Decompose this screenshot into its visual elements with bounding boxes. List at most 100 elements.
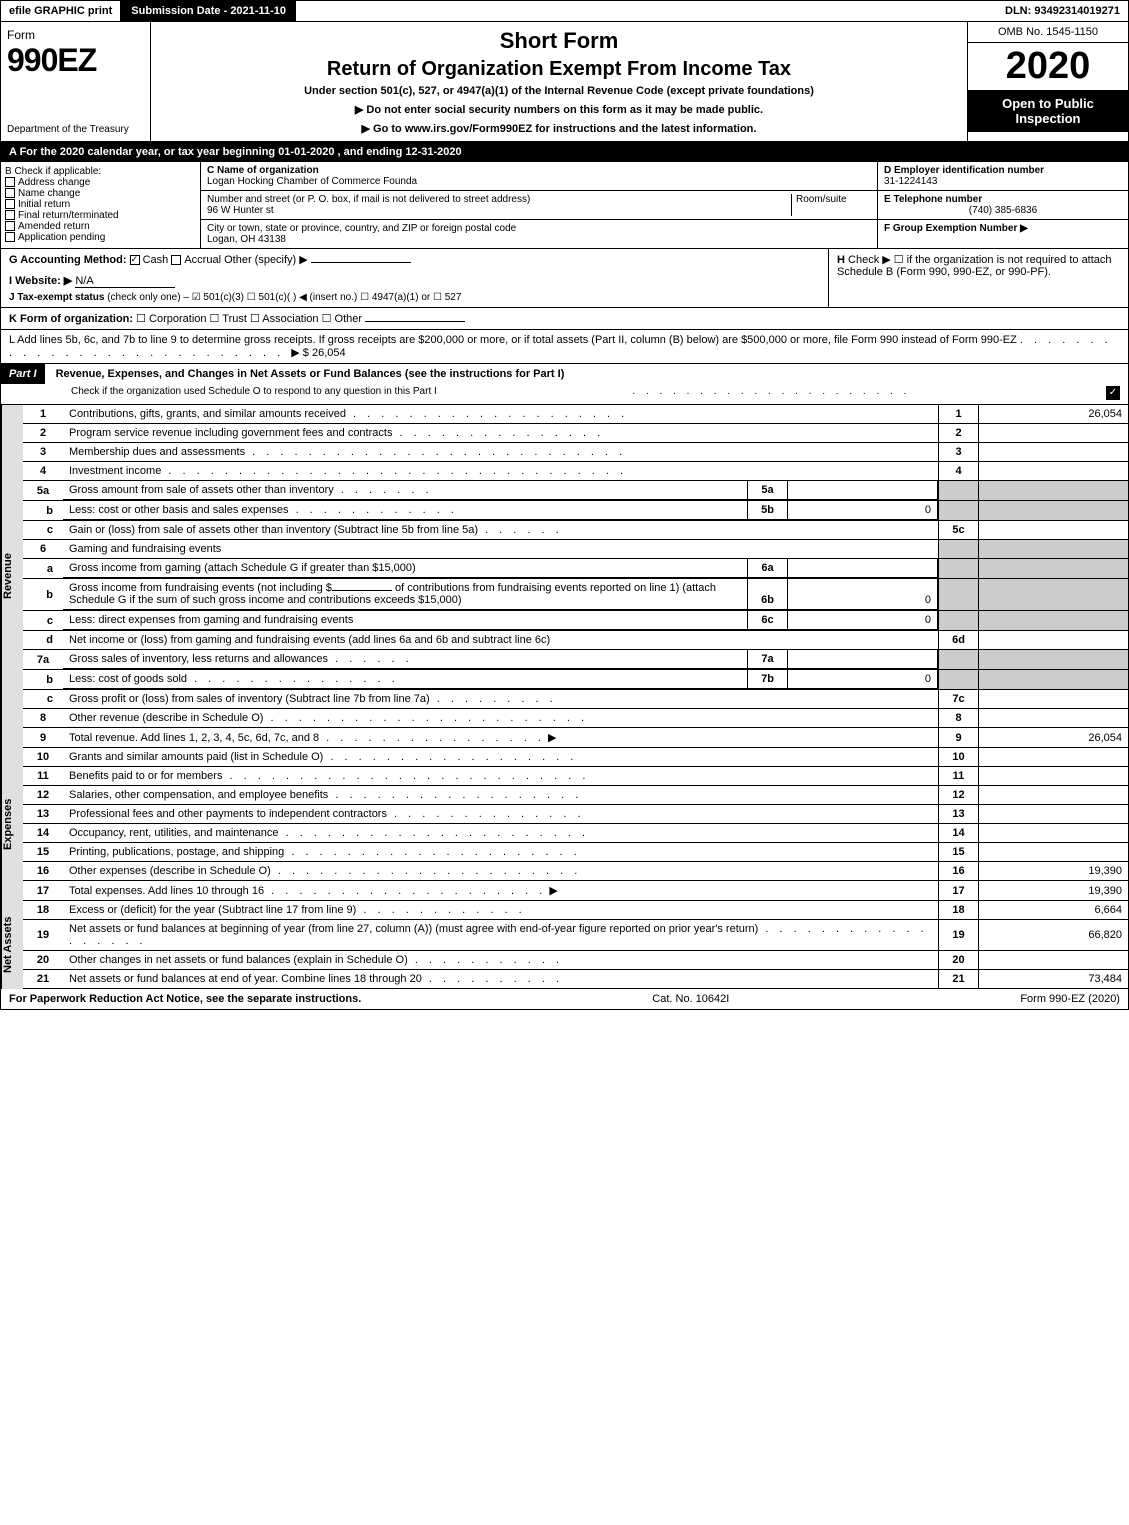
- line-5c-value: [979, 521, 1129, 540]
- main-title: Return of Organization Exempt From Incom…: [157, 58, 961, 81]
- line-l: L Add lines 5b, 6c, and 7b to line 9 to …: [0, 330, 1129, 364]
- expenses-table: 10Grants and similar amounts paid (list …: [23, 748, 1129, 901]
- line-12-value: [979, 786, 1129, 805]
- check-name-change[interactable]: Name change: [5, 188, 196, 199]
- org-name-label: C Name of organization: [207, 165, 319, 176]
- line-15-value: [979, 843, 1129, 862]
- line-2-value: [979, 424, 1129, 443]
- revenue-section: Revenue 1Contributions, gifts, grants, a…: [0, 405, 1129, 748]
- instructions-link[interactable]: ▶ Go to www.irs.gov/Form990EZ for instru…: [157, 122, 961, 135]
- line-5b-value: 0: [788, 501, 938, 520]
- submission-date-button[interactable]: Submission Date - 2021-11-10: [121, 1, 296, 21]
- form-number: 990EZ: [7, 42, 144, 79]
- line-l-text: L Add lines 5b, 6c, and 7b to line 9 to …: [9, 334, 1017, 346]
- page-footer: For Paperwork Reduction Act Notice, see …: [0, 989, 1129, 1010]
- check-accrual[interactable]: Accrual: [171, 254, 221, 266]
- expenses-vertical-label: Expenses: [1, 748, 23, 901]
- entity-info-section: B Check if applicable: Address change Na…: [0, 162, 1129, 249]
- header-center: Short Form Return of Organization Exempt…: [151, 22, 968, 141]
- revenue-table: 1Contributions, gifts, grants, and simil…: [23, 405, 1129, 748]
- revenue-vertical-label: Revenue: [1, 405, 23, 748]
- street-label: Number and street (or P. O. box, if mail…: [207, 194, 530, 205]
- accounting-method-label: G Accounting Method:: [9, 254, 127, 266]
- line-l-arrow: ▶ $: [291, 347, 309, 359]
- room-suite-label: Room/suite: [796, 194, 847, 205]
- line-7c-value: [979, 690, 1129, 709]
- form-org-options[interactable]: ☐ Corporation ☐ Trust ☐ Association ☐ Ot…: [136, 313, 362, 325]
- line-h-label: H: [837, 254, 845, 266]
- tax-exempt-note: (check only one) –: [107, 292, 189, 303]
- net-assets-section: Net Assets 18Excess or (deficit) for the…: [0, 901, 1129, 989]
- efile-print-label[interactable]: efile GRAPHIC print: [1, 1, 121, 21]
- line-g-h: G Accounting Method: Cash Accrual Other …: [0, 249, 1129, 308]
- tax-period-bar: A For the 2020 calendar year, or tax yea…: [0, 142, 1129, 162]
- line-l-value: 26,054: [312, 347, 346, 359]
- subtitle: Under section 501(c), 527, or 4947(a)(1)…: [157, 85, 961, 97]
- public-line2: Inspection: [972, 111, 1124, 126]
- check-amended-return[interactable]: Amended return: [5, 221, 196, 232]
- ein-value: 31-1224143: [884, 176, 937, 187]
- form-org-other-input[interactable]: [365, 321, 465, 322]
- expenses-section: Expenses 10Grants and similar amounts pa…: [0, 748, 1129, 901]
- department-label: Department of the Treasury: [7, 124, 144, 135]
- line-17-value: 19,390: [979, 881, 1129, 901]
- public-inspection-box: Open to Public Inspection: [968, 90, 1128, 132]
- line-20-value: [979, 951, 1129, 970]
- catalog-number: Cat. No. 10642I: [652, 993, 729, 1005]
- check-final-return[interactable]: Final return/terminated: [5, 210, 196, 221]
- street-value: 96 W Hunter st: [207, 205, 274, 216]
- form-version: Form 990-EZ (2020): [1020, 993, 1120, 1005]
- box-b: B Check if applicable: Address change Na…: [1, 162, 201, 248]
- form-header: Form 990EZ Department of the Treasury Sh…: [0, 22, 1129, 142]
- schedule-o-checkbox[interactable]: ✓: [1106, 386, 1120, 400]
- line-14-value: [979, 824, 1129, 843]
- ssn-warning: ▶ Do not enter social security numbers o…: [157, 103, 961, 116]
- group-exemption-label: F Group Exemption Number ▶: [884, 223, 1028, 234]
- header-right: OMB No. 1545-1150 2020 Open to Public In…: [968, 22, 1128, 141]
- phone-value: (740) 385-6836: [884, 205, 1122, 216]
- topbar-spacer: [296, 1, 997, 21]
- other-method-input[interactable]: [311, 262, 411, 263]
- line-16-value: 19,390: [979, 862, 1129, 881]
- check-cash[interactable]: Cash: [130, 254, 169, 266]
- paperwork-notice: For Paperwork Reduction Act Notice, see …: [9, 993, 361, 1005]
- website-value: N/A: [75, 275, 175, 288]
- line-13-value: [979, 805, 1129, 824]
- check-other-method[interactable]: Other (specify) ▶: [224, 254, 308, 266]
- box-b-title: B Check if applicable:: [5, 166, 196, 177]
- box-d-e-f: D Employer identification number 31-1224…: [878, 162, 1128, 248]
- line-6b-value: 0: [788, 579, 938, 610]
- form-org-label: K Form of organization:: [9, 313, 133, 325]
- public-line1: Open to Public: [972, 96, 1124, 111]
- line-6b-contrib-input[interactable]: [332, 590, 392, 591]
- tax-exempt-options[interactable]: ☑ 501(c)(3) ☐ 501(c)( ) ◀ (insert no.) ☐…: [192, 292, 462, 303]
- short-form-title: Short Form: [157, 28, 961, 54]
- line-3-value: [979, 443, 1129, 462]
- part-1-header-row: Part I Revenue, Expenses, and Changes in…: [0, 364, 1129, 405]
- line-6d-value: [979, 631, 1129, 650]
- check-application-pending[interactable]: Application pending: [5, 232, 196, 243]
- line-h-text[interactable]: Check ▶ ☐ if the organization is not req…: [837, 254, 1112, 278]
- line-k: K Form of organization: ☐ Corporation ☐ …: [0, 308, 1129, 330]
- box-c: C Name of organization Logan Hocking Cha…: [201, 162, 878, 248]
- header-left: Form 990EZ Department of the Treasury: [1, 22, 151, 141]
- line-6c-value: 0: [788, 611, 938, 630]
- city-label: City or town, state or province, country…: [207, 223, 516, 234]
- tax-year: 2020: [968, 43, 1128, 90]
- city-value: Logan, OH 43138: [207, 234, 286, 245]
- omb-number: OMB No. 1545-1150: [968, 22, 1128, 43]
- schedule-o-note: Check if the organization used Schedule …: [71, 386, 437, 400]
- ein-label: D Employer identification number: [884, 165, 1044, 176]
- website-label: I Website: ▶: [9, 275, 72, 287]
- check-address-change[interactable]: Address change: [5, 177, 196, 188]
- check-initial-return[interactable]: Initial return: [5, 199, 196, 210]
- part-1-label: Part I: [1, 364, 45, 384]
- line-7b-value: 0: [788, 670, 938, 689]
- line-21-value: 73,484: [979, 970, 1129, 989]
- line-1-value: 26,054: [979, 405, 1129, 424]
- phone-label: E Telephone number: [884, 194, 982, 205]
- form-label: Form: [7, 28, 144, 42]
- line-10-value: [979, 748, 1129, 767]
- line-11-value: [979, 767, 1129, 786]
- dln-label: DLN: 93492314019271: [997, 1, 1128, 21]
